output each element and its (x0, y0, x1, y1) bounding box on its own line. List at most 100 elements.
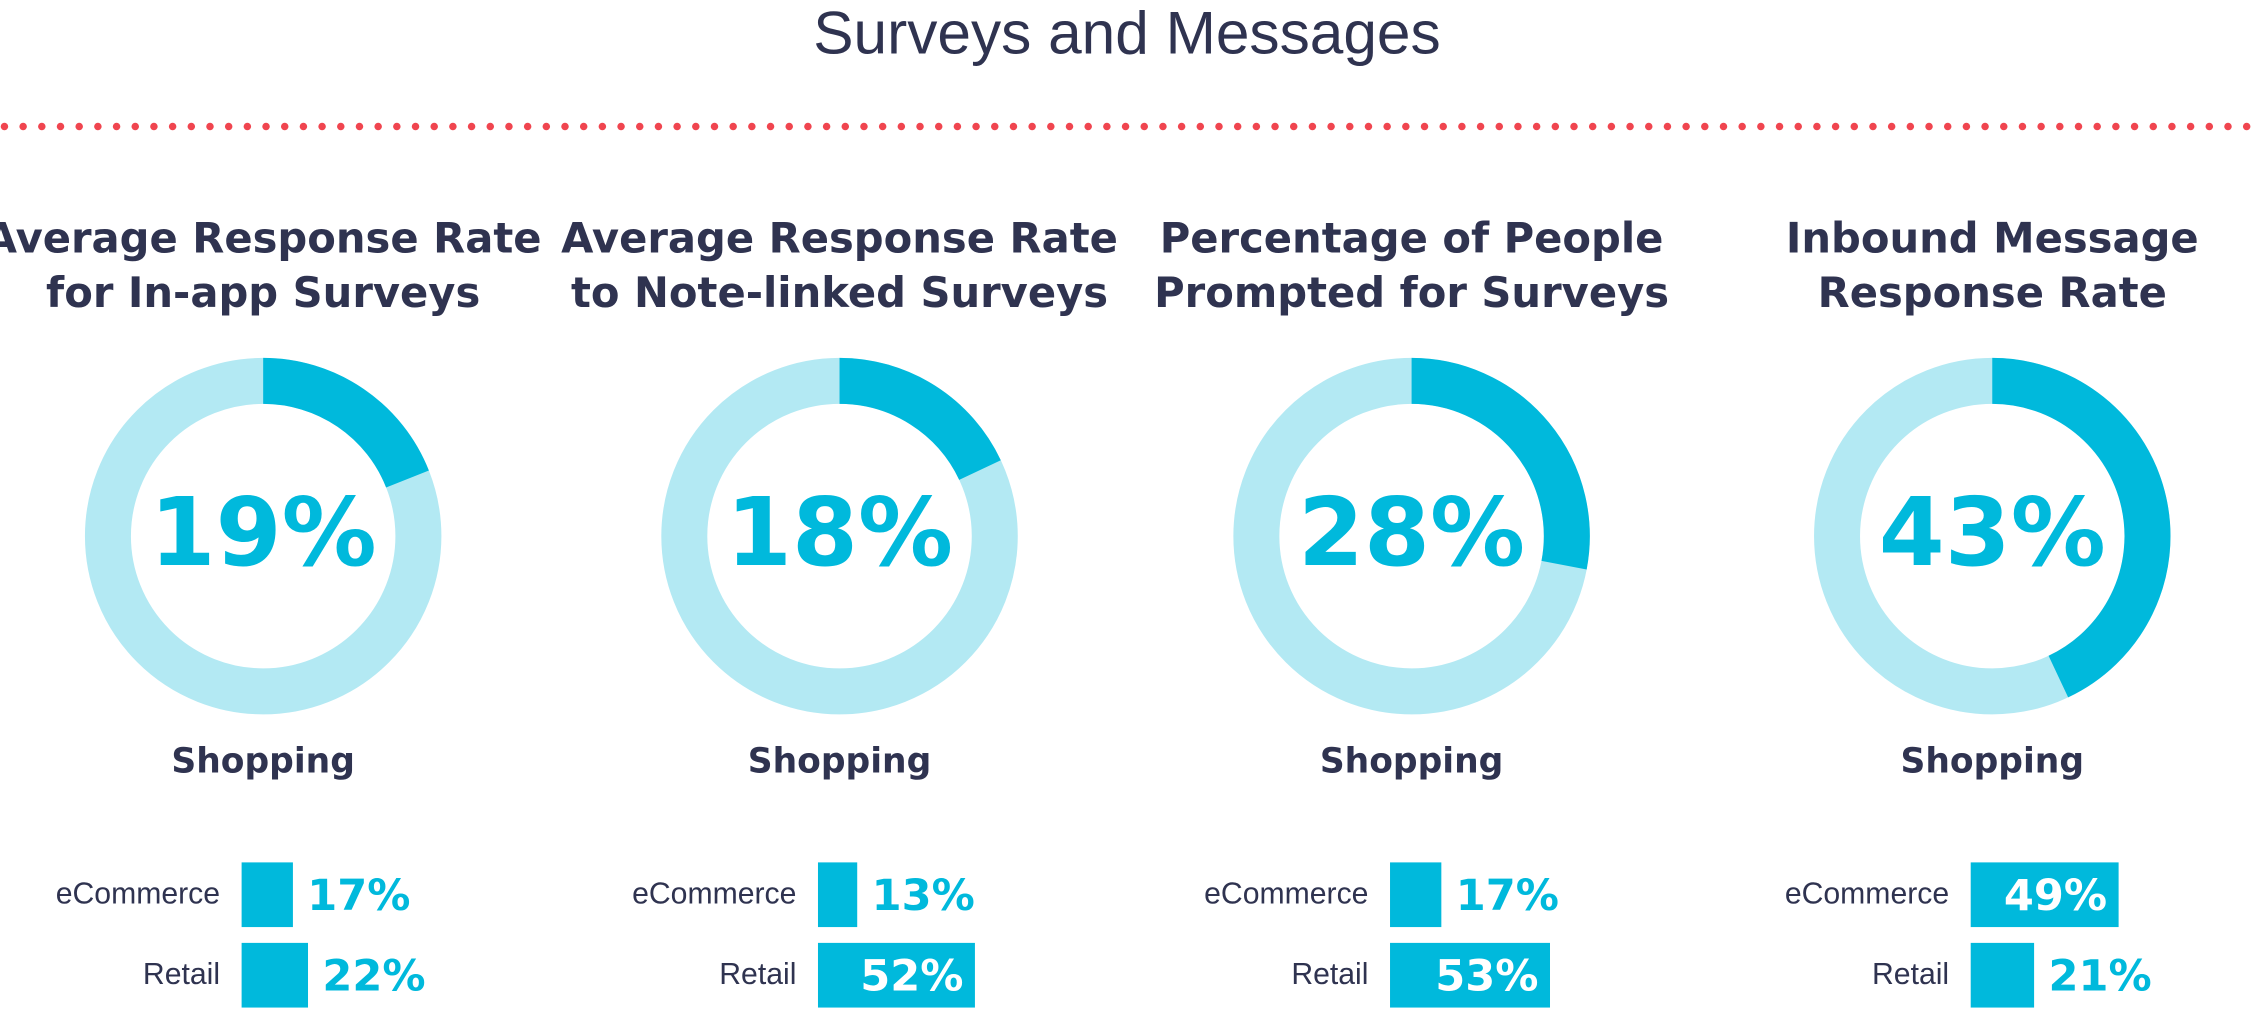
dot (617, 122, 625, 131)
dot (822, 122, 831, 131)
bar (817, 942, 975, 1008)
bar-category: Retail (1872, 958, 1949, 991)
bar-value: 49% (2004, 871, 2107, 921)
dot (1383, 122, 1391, 131)
dot (897, 122, 906, 131)
chart-title: Response Rate (1818, 268, 2167, 317)
dot (1439, 122, 1447, 131)
bar-category: eCommerce (56, 877, 220, 910)
bar-value: 52% (860, 951, 963, 1001)
dot (206, 122, 214, 131)
dot (112, 122, 121, 131)
dot (2186, 122, 2195, 131)
dot (2130, 122, 2139, 131)
dot (393, 122, 401, 131)
dot (299, 122, 308, 131)
dot (1532, 122, 1541, 131)
dot (916, 122, 924, 131)
dot (1850, 122, 1859, 131)
dot (486, 122, 495, 131)
dot (1084, 122, 1092, 131)
dot (1364, 122, 1373, 131)
dot (1981, 122, 1989, 131)
bar-value: 22% (322, 951, 425, 1001)
dot (1308, 122, 1317, 131)
dot (318, 122, 326, 131)
dot (56, 122, 65, 131)
dot (523, 122, 532, 131)
page-title: Surveys and Messages (813, 0, 1440, 66)
dot (1645, 122, 1653, 131)
dot (430, 122, 438, 131)
dot (1495, 122, 1504, 131)
dot (0, 122, 9, 131)
dot (1271, 122, 1279, 131)
dot (2037, 122, 2045, 131)
dot (1196, 122, 1205, 131)
bar-value: 53% (1435, 951, 1538, 1001)
dot (280, 122, 289, 131)
dot (1402, 122, 1410, 131)
dot (1775, 122, 1784, 131)
dot (131, 122, 139, 131)
dot (168, 122, 177, 131)
bar (817, 862, 858, 928)
dot (636, 122, 644, 131)
dot (2242, 122, 2251, 131)
dot (449, 122, 457, 131)
dot (1215, 122, 1223, 131)
donut-arc (1991, 357, 2171, 698)
dot (1813, 122, 1821, 131)
dot (1327, 122, 1335, 131)
chart-title: for In-app Surveys (46, 268, 480, 317)
dot (1757, 122, 1765, 131)
dot (374, 122, 382, 131)
dot (1065, 122, 1074, 131)
bar-category: Retail (719, 958, 796, 991)
dot (1626, 122, 1634, 131)
dot (2018, 122, 2027, 131)
bar (241, 942, 309, 1008)
dot (187, 122, 196, 131)
dot (2224, 122, 2232, 131)
bar-value: 17% (307, 871, 410, 921)
dot (1906, 122, 1915, 131)
dot (1887, 122, 1896, 131)
bar-category: Retail (1291, 958, 1368, 991)
dot (1028, 122, 1036, 131)
donut-category: Shopping (748, 742, 932, 782)
dot (2074, 122, 2083, 131)
chart-title: Average Response Rate (561, 213, 1118, 262)
dot (1159, 122, 1167, 131)
dot (673, 122, 681, 131)
bar-value: 13% (872, 871, 975, 921)
chart-title: Percentage of People (1160, 213, 1664, 262)
dot (991, 122, 999, 131)
donut-category: Shopping (1901, 742, 2085, 782)
dot (1869, 122, 1877, 131)
dot (1663, 122, 1672, 131)
donut-category: Shopping (1320, 742, 1504, 782)
donut-value: 43% (1879, 478, 2106, 588)
dot (467, 122, 476, 131)
dot (1140, 122, 1148, 131)
dot (1476, 122, 1485, 131)
dot (542, 122, 551, 131)
dot (1682, 122, 1690, 131)
dot (38, 122, 46, 131)
dot (1346, 122, 1354, 131)
chart-title: Average Response Rate (0, 213, 542, 262)
dot (243, 122, 252, 131)
donut-value: 28% (1298, 478, 1525, 588)
dot (1925, 122, 1933, 131)
dotted-divider (0, 122, 2251, 131)
dot (729, 122, 737, 131)
dot (710, 122, 719, 131)
dot (841, 122, 850, 131)
dot (1719, 122, 1728, 131)
dot (953, 122, 962, 131)
dot (1943, 122, 1952, 131)
dot (1551, 122, 1560, 131)
